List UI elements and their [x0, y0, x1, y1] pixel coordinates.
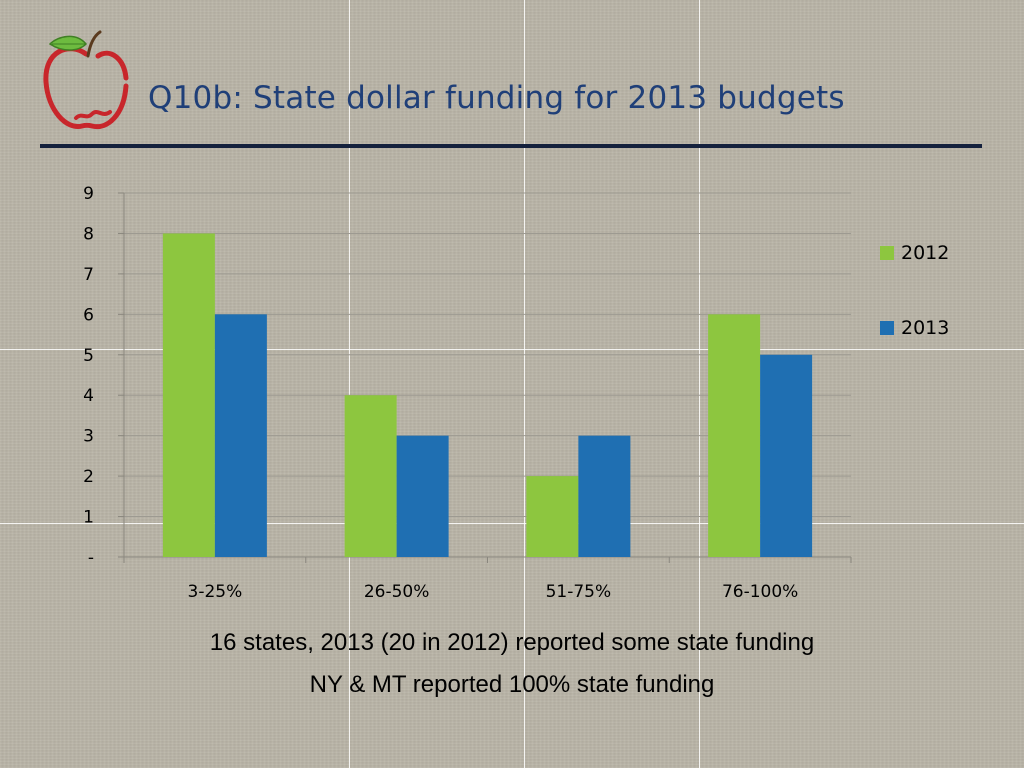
title-underline — [40, 144, 982, 148]
y-tick-label: 7 — [83, 265, 94, 285]
bar-2013-3-25% — [214, 314, 267, 557]
x-axis: 3-25% 26-50% 51-75% 76-100% — [123, 557, 852, 602]
y-tick-label: 8 — [83, 224, 94, 244]
background-guide-line — [0, 349, 1024, 350]
background-guide-line — [0, 523, 1024, 524]
y-tick-label: 3 — [83, 427, 94, 447]
chart-legend: 2012 2013 — [880, 242, 949, 339]
note-line-2: NY & MT reported 100% state funding — [309, 671, 715, 698]
y-tick-label: 9 — [83, 184, 94, 204]
legend-label-2012: 2012 — [901, 242, 949, 264]
slide-notes: 16 states, 2013 (20 in 2012) reported so… — [0, 622, 1024, 706]
chart-bars — [162, 233, 813, 557]
y-tick-label: 2 — [83, 467, 94, 487]
apple-icon — [40, 28, 132, 136]
slide-title: Q10b: State dollar funding for 2013 budg… — [148, 80, 845, 116]
bar-2013-26-50% — [396, 435, 449, 557]
bar-chart: - 1 2 3 4 5 6 7 8 9 3-25% 26-50% 51-75% 76-100% 2012… — [83, 184, 949, 602]
y-tick-label: 4 — [83, 386, 94, 406]
background-guide-line — [699, 0, 700, 768]
bar-2013-51-75% — [578, 435, 631, 557]
legend-swatch-2013 — [880, 321, 894, 335]
bar-2013-76-100% — [760, 354, 813, 557]
background-guide-line — [349, 0, 350, 768]
bar-2012-26-50% — [344, 395, 397, 557]
x-tick-label: 51-75% — [546, 582, 612, 602]
bar-2012-76-100% — [708, 314, 761, 557]
bar-2012-51-75% — [526, 476, 579, 557]
background-guide-line — [524, 0, 525, 768]
x-tick-label: 76-100% — [722, 582, 798, 602]
y-axis: - 1 2 3 4 5 6 7 8 9 — [83, 184, 125, 568]
legend-swatch-2012 — [880, 246, 894, 260]
note-line-1: 16 states, 2013 (20 in 2012) reported so… — [209, 629, 815, 656]
x-tick-label: 26-50% — [364, 582, 430, 602]
bar-2012-3-25% — [162, 233, 215, 557]
y-tick-label: 5 — [83, 346, 94, 366]
legend-label-2013: 2013 — [901, 317, 949, 339]
y-tick-label: - — [88, 548, 94, 568]
y-tick-label: 1 — [83, 508, 94, 528]
y-tick-label: 6 — [83, 305, 94, 325]
x-tick-label: 3-25% — [188, 582, 243, 602]
